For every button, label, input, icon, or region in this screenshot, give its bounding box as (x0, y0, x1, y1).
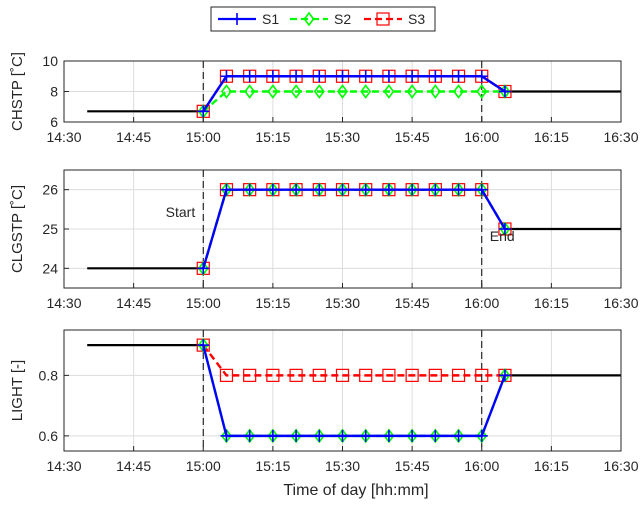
x-tick-label-16:30: 16:30 (603, 295, 638, 311)
x-tick-label-14:45: 14:45 (116, 295, 151, 311)
x-tick-label-15:30: 15:30 (325, 295, 360, 311)
point-s2-15:15 (267, 84, 279, 99)
x-tick-label-15:30: 15:30 (325, 458, 360, 474)
series-s1 (197, 183, 511, 275)
point-s3-15:20 (289, 368, 303, 382)
y-tick-label-25: 25 (42, 221, 58, 237)
x-tick-label-15:15: 15:15 (255, 295, 290, 311)
x-tick-label-16:00: 16:00 (464, 129, 499, 145)
point-s2-15:45 (406, 84, 418, 99)
x-tick-label-16:15: 16:15 (534, 458, 569, 474)
legend-marker-s2 (303, 11, 315, 27)
point-s3-15:45 (405, 368, 419, 382)
x-tick-label-16:15: 16:15 (534, 129, 569, 145)
x-tick-label-16:30: 16:30 (603, 129, 638, 145)
x-tick-label-16:00: 16:00 (464, 295, 499, 311)
panels: 14:30 14:45 15:00 15:15 15:30 15:45 16:00 16:15… (9, 52, 639, 474)
y-axis-label-2: CLGSTP [˚C] (9, 185, 26, 273)
point-s3-15:50 (428, 368, 442, 382)
series-s1 (197, 70, 511, 118)
legend-entry-s3: S3 (364, 11, 425, 27)
point-s2-15:55 (453, 84, 465, 99)
annotation-start: Start (166, 204, 196, 220)
y-tick-label-10: 10 (42, 53, 58, 69)
x-tick-label-14:45: 14:45 (116, 129, 151, 145)
series-line-s3 (202, 344, 505, 377)
y-tick-label-24: 24 (42, 260, 58, 276)
x-tick-label-15:45: 15:45 (395, 295, 430, 311)
x-tick-label-14:45: 14:45 (116, 458, 151, 474)
y-tick-label-8: 8 (50, 84, 58, 100)
legend: S1 S2 S3 (210, 6, 436, 32)
panel-2-y-ticks: 24 25 26 (42, 182, 69, 276)
point-s3-15:15 (266, 368, 280, 382)
series-s2 (197, 337, 511, 444)
y-tick-label-0.6: 0.6 (39, 428, 59, 444)
panel-2: 14:30 14:45 15:00 15:15 15:30 15:45 16:00 16:15… (9, 169, 639, 311)
panel-3-y-ticks: 0.6 0.8 (39, 367, 69, 444)
point-s2-15:10 (244, 84, 256, 99)
annotation-end: End (490, 228, 515, 244)
x-tick-label-15:45: 15:45 (395, 458, 430, 474)
point-s3-15:35 (359, 368, 373, 382)
x-tick-label-16:00: 16:00 (464, 458, 499, 474)
x-tick-label-14:30: 14:30 (46, 458, 81, 474)
series-line-s2 (202, 90, 505, 113)
point-s2-15:25 (313, 84, 325, 99)
x-tick-label-16:15: 16:15 (534, 295, 569, 311)
point-s3-15:25 (312, 368, 326, 382)
x-tick-label-15:30: 15:30 (325, 129, 360, 145)
series-s3 (196, 338, 512, 382)
point-s3-15:55 (451, 368, 466, 382)
x-tick-label-15:00: 15:00 (186, 129, 221, 145)
point-s2-15:05 (220, 84, 232, 99)
panel-2-x-ticks: 14:30 14:45 15:00 15:15 15:30 15:45 16:00 16:15… (46, 283, 639, 311)
series-line-s1 (202, 75, 506, 112)
x-tick-label-15:15: 15:15 (255, 129, 290, 145)
x-tick-label-15:45: 15:45 (395, 129, 430, 145)
legend-label-s1: S1 (262, 11, 279, 27)
y-tick-label-0.8: 0.8 (39, 367, 59, 383)
point-s3-16:00 (475, 368, 489, 382)
x-tick-label-14:30: 14:30 (46, 295, 81, 311)
y-tick-label-26: 26 (42, 182, 58, 198)
x-tick-label-14:30: 14:30 (46, 129, 81, 145)
x-axis-label: Time of day [hh:mm] (283, 482, 428, 499)
point-s3-15:40 (382, 368, 396, 382)
series-s2 (197, 84, 511, 119)
point-s2-16:00 (476, 84, 488, 99)
legend-label-s3: S3 (408, 11, 425, 27)
series-line-s2 (202, 344, 507, 438)
y-tick-label-6: 6 (50, 114, 58, 130)
point-s2-15:35 (360, 84, 372, 99)
point-s2-15:50 (429, 84, 441, 99)
panel-3-x-ticks: 14:30 14:45 15:00 15:15 15:30 15:45 16:00 16:15… (46, 446, 639, 474)
panel-3: 14:30 14:45 15:00 15:15 15:30 15:45 16:00 16:15… (9, 329, 639, 474)
panel-1-y-ticks: 6 8 10 (42, 53, 69, 130)
legend-label-s2: S2 (334, 11, 351, 27)
x-tick-label-15:15: 15:15 (255, 458, 290, 474)
point-s2-15:40 (383, 84, 395, 99)
panel-1: 14:30 14:45 15:00 15:15 15:30 15:45 16:00 16:15… (9, 52, 639, 145)
legend-marker-s3 (376, 12, 390, 26)
y-axis-label-1: CHSTP [˚C] (9, 52, 26, 131)
point-s2-15:30 (337, 84, 348, 99)
x-tick-label-15:00: 15:00 (186, 295, 221, 311)
x-tick-label-16:30: 16:30 (603, 458, 638, 474)
legend-entry-s2: S2 (290, 11, 351, 27)
point-s3-15:10 (243, 368, 257, 382)
x-tick-label-15:00: 15:00 (186, 458, 221, 474)
series-line-s3 (202, 75, 506, 112)
series-s1 (197, 339, 511, 442)
point-s3-15:05 (219, 368, 234, 382)
point-s3-15:30 (335, 368, 350, 382)
series-line-s1 (202, 344, 507, 438)
y-axis-label-3: LIGHT [-] (9, 360, 26, 421)
legend-entry-s1: S1 (218, 11, 279, 27)
panel-1-x-ticks: 14:30 14:45 15:00 15:15 15:30 15:45 16:00 16:15… (46, 117, 639, 145)
point-s2-15:20 (290, 84, 302, 99)
